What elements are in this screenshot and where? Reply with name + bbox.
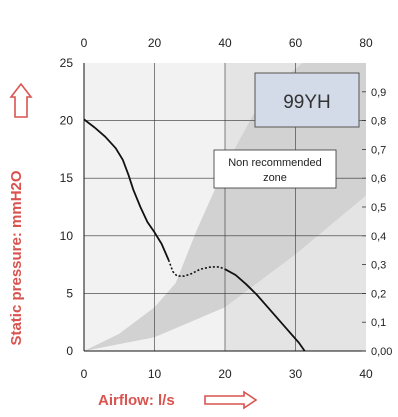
right-tick-label: 0,1 xyxy=(371,317,386,329)
curve-segment-3 xyxy=(224,268,306,352)
right-tick-label: 0,2 xyxy=(371,288,386,300)
y-tick-label: 25 xyxy=(60,56,74,70)
x-tick-label: 30 xyxy=(289,367,303,381)
zone-label-line1: Non recommended xyxy=(228,157,322,169)
y-tick-label: 0 xyxy=(66,344,73,358)
x-tick-label: 20 xyxy=(218,367,232,381)
model-label-box xyxy=(254,72,360,128)
right-tick-label: 0,00 xyxy=(371,346,392,358)
right-arrow-icon xyxy=(204,390,258,410)
curve-segment-2 xyxy=(167,259,226,277)
up-arrow-icon xyxy=(9,82,33,118)
top-tick-label: 80 xyxy=(359,36,373,50)
y-tick-label: 20 xyxy=(60,114,74,128)
x-tick-label: 40 xyxy=(359,367,373,381)
right-tick-label: 0,7 xyxy=(371,144,386,156)
top-tick-label: 20 xyxy=(148,36,162,50)
top-tick-label: 40 xyxy=(218,36,232,50)
y-tick-label: 10 xyxy=(60,229,74,243)
right-tick-label: 0,3 xyxy=(371,260,386,272)
top-tick-label: 60 xyxy=(289,36,303,50)
right-tick-label: 0,9 xyxy=(371,87,386,99)
right-tick-label: 0,5 xyxy=(371,202,386,214)
x-tick-label: 10 xyxy=(148,367,162,381)
right-tick-label: 0,6 xyxy=(371,173,386,185)
zone-label-box xyxy=(213,149,337,189)
curve-segment-1 xyxy=(83,118,170,261)
x-tick-label: 0 xyxy=(81,367,88,381)
tick-labels: 0 10 20 30 40 0 5 10 15 20 25 0 20 40 60 80 0,00 0,1 0,2 0,… xyxy=(60,36,393,381)
zone-label-line2: zone xyxy=(263,172,287,184)
right-tick-label: 0,4 xyxy=(371,231,386,243)
model-label: 99YH xyxy=(283,92,331,113)
right-tick-label: 0,8 xyxy=(371,116,386,128)
x-axis-title: Airflow: l/s xyxy=(98,392,175,409)
y-axis-title: Static pressure: mmH2O xyxy=(8,170,25,345)
top-tick-label: 0 xyxy=(81,36,88,50)
y-tick-label: 15 xyxy=(60,171,74,185)
y-tick-label: 5 xyxy=(66,286,73,300)
